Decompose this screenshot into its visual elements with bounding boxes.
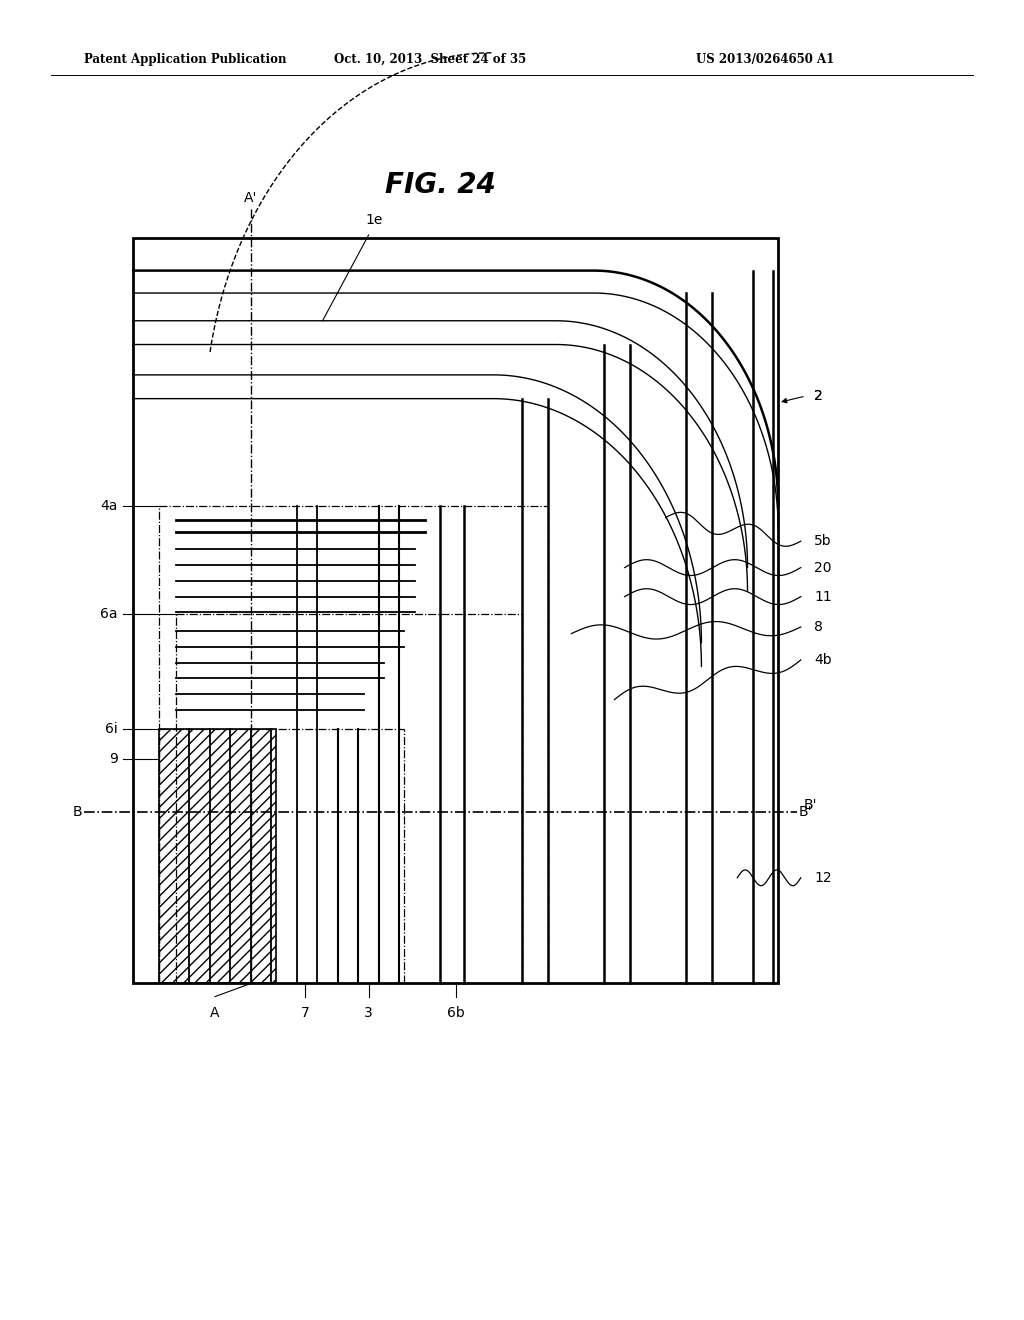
Text: 3: 3 xyxy=(365,1006,373,1020)
Text: US 2013/0264650 A1: US 2013/0264650 A1 xyxy=(696,53,835,66)
Text: B: B xyxy=(73,805,82,818)
Text: B': B' xyxy=(799,805,812,818)
Bar xyxy=(133,238,778,983)
Bar xyxy=(159,729,276,983)
Text: A': A' xyxy=(244,190,258,205)
Text: FIG. 24: FIG. 24 xyxy=(385,170,496,199)
Text: 6i: 6i xyxy=(105,722,118,735)
Text: 9: 9 xyxy=(109,752,118,766)
Text: 2: 2 xyxy=(814,389,823,403)
Text: Patent Application Publication: Patent Application Publication xyxy=(84,53,287,66)
Text: 20: 20 xyxy=(814,561,831,574)
Text: 2: 2 xyxy=(814,389,823,403)
Text: 6b: 6b xyxy=(446,1006,465,1020)
Text: 8: 8 xyxy=(814,620,823,634)
Text: A: A xyxy=(210,1006,220,1020)
Text: 4b: 4b xyxy=(814,653,831,667)
Text: Oct. 10, 2013  Sheet 24 of 35: Oct. 10, 2013 Sheet 24 of 35 xyxy=(334,53,526,66)
Text: 5b: 5b xyxy=(814,535,831,548)
Text: 7: 7 xyxy=(301,1006,309,1020)
Text: 1e: 1e xyxy=(366,213,382,227)
Text: 12: 12 xyxy=(814,871,831,884)
Text: 6a: 6a xyxy=(100,607,118,620)
Text: 4a: 4a xyxy=(100,499,118,512)
Text: 11: 11 xyxy=(814,590,831,603)
Text: B': B' xyxy=(804,799,817,812)
